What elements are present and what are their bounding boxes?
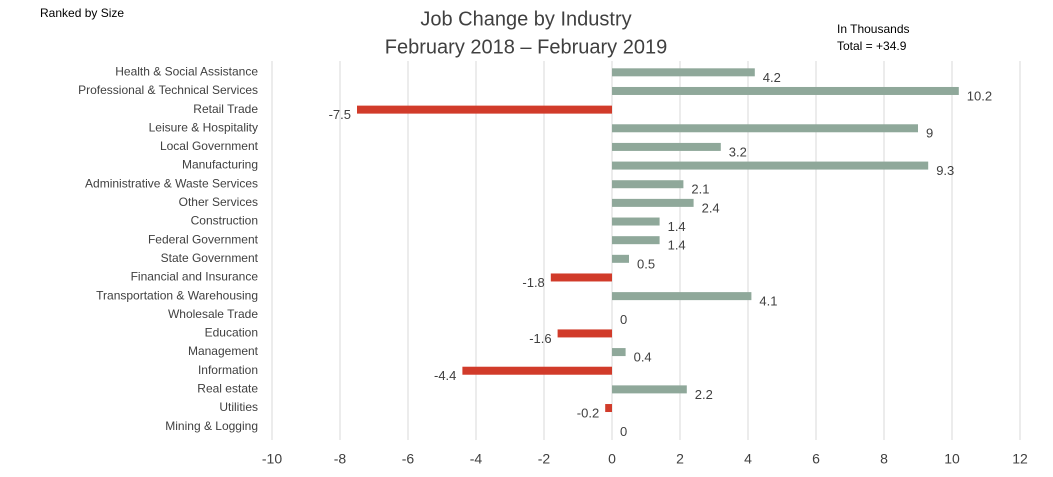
data-label: -4.4 [434, 368, 456, 383]
bar [357, 105, 612, 114]
x-tick-label: -2 [538, 451, 551, 467]
bar [612, 236, 660, 245]
bar [612, 198, 694, 207]
data-label: 3.2 [729, 144, 747, 159]
data-label: -1.6 [529, 331, 551, 346]
bar [462, 366, 612, 375]
note: Ranked by Size [40, 6, 124, 20]
data-label: 0 [620, 312, 627, 327]
data-label: 0 [620, 424, 627, 439]
y-tick-label: Retail Trade [193, 102, 258, 116]
bar [612, 68, 755, 77]
data-label: -0.2 [577, 405, 599, 420]
data-label: 10.2 [967, 88, 992, 103]
bar [612, 385, 687, 394]
y-tick-label: Transportation & Warehousing [96, 288, 258, 302]
y-tick-label: Utilities [219, 400, 258, 414]
data-label: 4.2 [763, 70, 781, 85]
bar [612, 254, 629, 263]
data-label: 9 [926, 126, 933, 141]
y-tick-label: Management [188, 344, 259, 358]
data-label: -1.8 [522, 275, 544, 290]
y-tick-label: Administrative & Waste Services [85, 176, 258, 190]
data-label: 4.1 [759, 294, 777, 309]
x-tick-label: 6 [812, 451, 820, 467]
data-label: 9.3 [936, 163, 954, 178]
bar [557, 329, 612, 338]
bar [612, 124, 918, 133]
bar [612, 292, 752, 301]
y-tick-label: Information [198, 363, 258, 377]
y-tick-label: Construction [191, 214, 258, 228]
y-tick-label: Other Services [179, 195, 258, 209]
data-label: 2.4 [702, 200, 720, 215]
x-tick-label: -8 [334, 451, 347, 467]
chart-subtitle: February 2018 – February 2019 [385, 36, 667, 58]
data-label: 0.5 [637, 256, 655, 271]
x-tick-label: 8 [880, 451, 888, 467]
x-tick-label: -10 [262, 451, 282, 467]
data-label: -7.5 [329, 107, 351, 122]
bar [612, 217, 660, 226]
x-tick-label: 0 [608, 451, 616, 467]
y-tick-label: Health & Social Assistance [115, 64, 258, 78]
x-tick-label: -4 [470, 451, 483, 467]
data-label: 2.2 [695, 387, 713, 402]
y-tick-label: Leisure & Hospitality [149, 120, 258, 134]
data-label: 2.1 [691, 182, 709, 197]
data-label: 1.4 [668, 219, 686, 234]
y-tick-label: Federal Government [148, 232, 259, 246]
note: Total = +34.9 [837, 39, 907, 53]
y-tick-label: Wholesale Trade [168, 307, 258, 321]
bar [612, 142, 721, 151]
y-tick-label: Professional & Technical Services [78, 83, 258, 97]
x-tick-label: 4 [744, 451, 752, 467]
bar [550, 273, 612, 282]
x-tick-label: 12 [1012, 451, 1028, 467]
y-tick-label: Local Government [160, 139, 259, 153]
bar [605, 404, 612, 413]
note: In Thousands [837, 22, 910, 36]
bar [612, 348, 626, 357]
data-label: 1.4 [668, 238, 686, 253]
bar [612, 86, 959, 95]
y-tick-label: Real estate [197, 382, 258, 396]
chart-title: Job Change by Industry [420, 8, 631, 30]
y-tick-label: Financial and Insurance [131, 270, 259, 284]
y-tick-label: State Government [161, 251, 259, 265]
y-tick-label: Manufacturing [182, 158, 258, 172]
x-tick-label: -6 [402, 451, 415, 467]
bar [612, 180, 684, 189]
y-tick-label: Education [205, 326, 258, 340]
x-tick-label: 2 [676, 451, 684, 467]
data-label: 0.4 [634, 350, 652, 365]
bar [612, 161, 929, 170]
x-tick-label: 10 [944, 451, 960, 467]
y-tick-label: Mining & Logging [165, 419, 258, 433]
